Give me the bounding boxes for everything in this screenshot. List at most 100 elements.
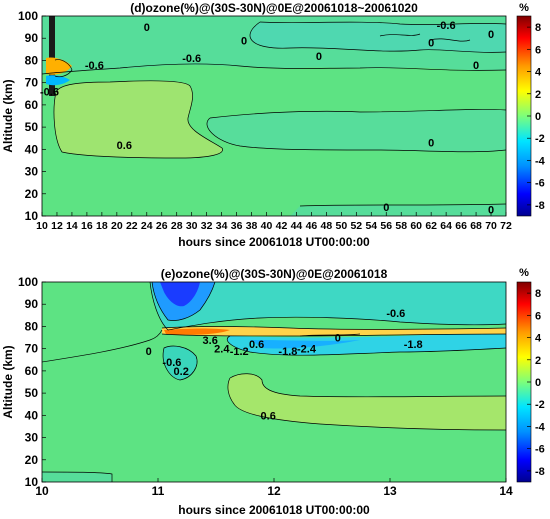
panel-e-band-warm: [162, 326, 506, 336]
y-tick-label: 30: [25, 431, 39, 445]
contour-label: 0: [428, 38, 434, 50]
colorbar-tick-label: -4: [535, 155, 546, 167]
contour-label: 0.2: [174, 366, 189, 378]
x-tick-label: 46: [306, 220, 318, 232]
contour-label: -0.6: [182, 53, 201, 65]
panel-e-upper-negative-center: [160, 282, 200, 307]
panel-d-axes-box: [41, 15, 507, 217]
x-tick-label: 22: [126, 220, 138, 232]
x-tick-label: 66: [455, 220, 467, 232]
y-tick-label: 10: [25, 475, 39, 489]
panel-e-field: [42, 282, 506, 482]
contour-label: 0.6: [261, 410, 276, 422]
contour-label: -1.8: [278, 346, 297, 358]
contour-label: -1.8: [404, 339, 423, 351]
contour-label: -0.6: [386, 308, 405, 320]
contour-label: 0: [488, 29, 494, 41]
panel-d-y-axis-label: Altitude (km): [1, 79, 15, 152]
panel-d-contour-lines: [42, 21, 506, 207]
x-tick-label: 20: [111, 220, 123, 232]
panel-d-colorbar-ticks: 8 6 4 2 0 -2 -4 -6 -8: [527, 22, 546, 212]
panel-d-disturbance-cool: [46, 75, 70, 86]
contour-label: 3.6: [203, 335, 218, 347]
x-tick-label: 48: [321, 220, 333, 232]
contour-label: 0: [473, 60, 479, 72]
x-tick-label: 18: [96, 220, 108, 232]
x-tick-label: 11: [152, 484, 165, 498]
x-tick-label: 72: [500, 220, 512, 232]
contour-label: 0: [241, 35, 247, 47]
colorbar-tick-label: -8: [535, 466, 545, 478]
x-tick-label: 40: [261, 220, 273, 232]
contour-label: 0: [144, 22, 150, 34]
x-tick-label: 12: [51, 220, 63, 232]
panel-e-colorbar-unit: %: [519, 267, 529, 279]
x-tick-label: 58: [395, 220, 407, 232]
x-tick-label: 24: [141, 220, 153, 232]
x-tick-label: 52: [350, 220, 362, 232]
x-tick-label: 16: [81, 220, 93, 232]
x-tick-label: 28: [171, 220, 183, 232]
panel-e-x-axis-label: hours since 20061018 UT00:00:00: [178, 503, 370, 517]
panel-e: (e)ozone(%)@(30S-30N)@0E@20061018: [1, 267, 546, 517]
x-tick-label: 60: [410, 220, 422, 232]
panel-d-field: [42, 16, 506, 216]
contour-label: 0: [383, 202, 389, 214]
panel-d-y-ticks: 10 20 30 40 50 60 70 80 90 100: [18, 9, 46, 223]
contour-label: 0: [428, 138, 434, 150]
colorbar-tick-label: -2: [535, 399, 545, 411]
colorbar-tick-label: 4: [535, 67, 542, 79]
panel-d-band-negative: [206, 109, 506, 152]
y-tick-label: 80: [25, 53, 39, 67]
x-tick-label: 64: [440, 220, 452, 232]
colorbar-tick-label: 6: [535, 44, 541, 56]
y-tick-label: 20: [25, 187, 39, 201]
panel-e-contour-lines: [42, 282, 506, 482]
x-tick-label: 68: [470, 220, 482, 232]
panel-d-title: (d)ozone(%)@(30S-30N)@0E@20061018~200610…: [130, 1, 418, 15]
panel-e-colorbar-ticks: 8 6 4 2 0 -2 -4 -6 -8: [527, 288, 546, 478]
panel-e-title: (e)ozone(%)@(30S-30N)@0E@20061018: [161, 267, 388, 281]
x-tick-label: 13: [383, 484, 397, 498]
y-tick-label: 100: [18, 9, 38, 23]
panel-e-y-axis-label: Altitude (km): [1, 345, 15, 418]
y-tick-label: 20: [25, 453, 39, 467]
panel-e-contour-labels: -0.60-1.803.62.4 -1.20.6-1.8 -2.4-0.60.20.…: [146, 308, 423, 422]
panel-d-positive-region: [54, 80, 223, 158]
panel-e-lower-positive-zone: [227, 373, 506, 430]
x-tick-label: 14: [499, 484, 513, 498]
colorbar-tick-label: -6: [535, 444, 545, 456]
colorbar-tick-label: 4: [535, 333, 542, 345]
panel-e-upper-negative-region: [150, 282, 506, 330]
panel-e-y-ticks: 10 20 30 40 50 60 70 80 90 100: [18, 275, 46, 489]
colorbar-tick-label: 8: [535, 288, 541, 300]
x-tick-label: 12: [267, 484, 281, 498]
contour-label: 0: [146, 346, 152, 358]
x-tick-label: 50: [336, 220, 348, 232]
panel-d: (d)ozone(%)@(30S-30N)@0E@20061018~200610…: [1, 1, 546, 249]
colorbar-tick-label: 0: [535, 111, 541, 123]
y-tick-label: 50: [25, 120, 39, 134]
y-tick-label: 70: [25, 76, 39, 90]
panel-e-band-hot: [164, 328, 230, 335]
contour-label: -0.6: [40, 87, 59, 99]
panel-d-upper-negative-core: [250, 22, 506, 53]
x-tick-label: 10: [36, 220, 48, 232]
panel-d-bottom-band: [290, 204, 506, 216]
y-tick-label: 40: [25, 408, 39, 422]
x-tick-label: 30: [186, 220, 198, 232]
contour-label: 0.6: [117, 140, 132, 152]
contour-label: -0.6: [85, 60, 104, 72]
x-tick-label: 10: [35, 484, 49, 498]
colorbar-tick-label: 2: [535, 89, 541, 101]
contour-label: 0: [488, 204, 494, 216]
y-tick-label: 90: [25, 31, 39, 45]
x-tick-label: 14: [66, 220, 78, 232]
panel-e-bottom-band: [42, 472, 112, 482]
x-tick-label: 62: [425, 220, 437, 232]
x-tick-label: 38: [246, 220, 258, 232]
contour-label: 2.4: [214, 344, 230, 356]
y-tick-label: 100: [18, 275, 38, 289]
panel-e-x-ticks: 10 11 12 13 14: [35, 478, 513, 498]
